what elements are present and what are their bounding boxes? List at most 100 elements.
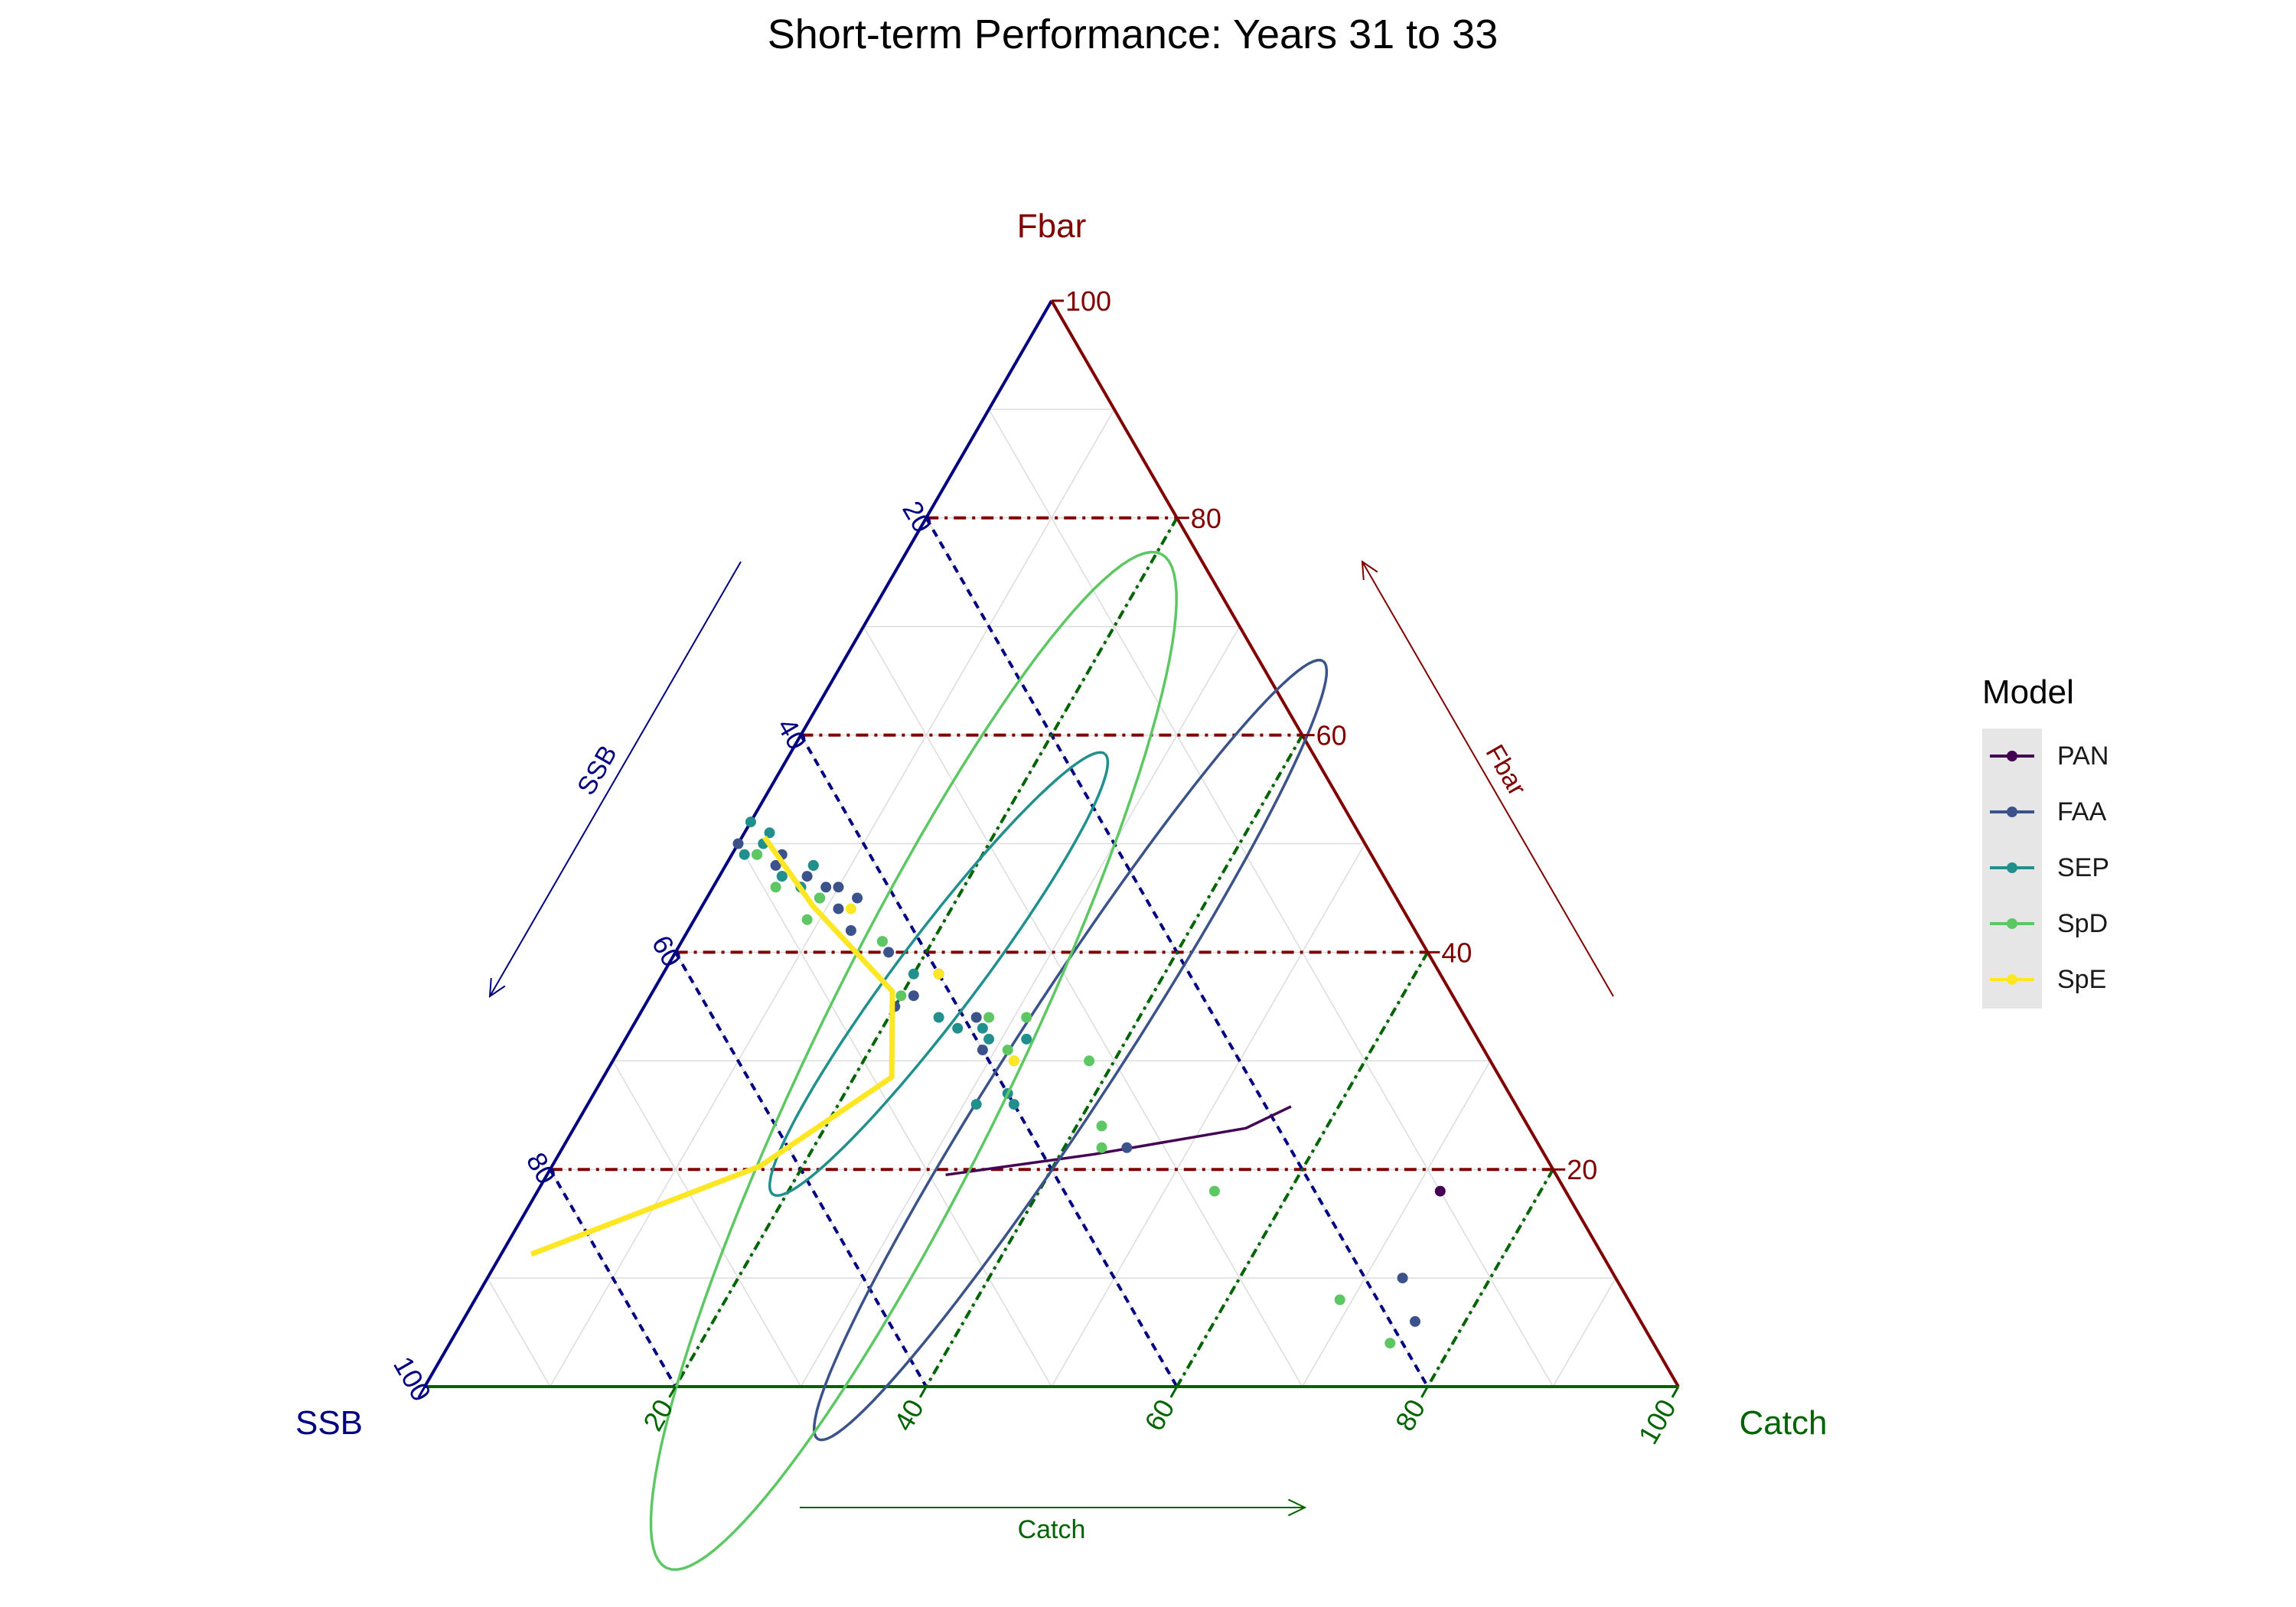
fbar-tick-label: 80: [1191, 503, 1221, 534]
catch-reference-line: [1426, 1169, 1554, 1387]
spe-point: [1008, 1055, 1019, 1067]
catch-tick-label: 100: [1632, 1394, 1682, 1450]
legend-label: SEP: [2057, 853, 2110, 882]
faa-point: [801, 871, 813, 882]
spd-point: [983, 1012, 995, 1023]
faa-point: [1121, 1142, 1133, 1153]
sep-point: [952, 1022, 964, 1034]
fbar-tick-label: 20: [1567, 1154, 1597, 1185]
spd-point: [895, 990, 907, 1002]
pan-trend-line: [945, 1105, 1292, 1177]
minor-grid: [487, 409, 1616, 1387]
spd-point: [1384, 1338, 1396, 1349]
sep-point: [807, 859, 819, 871]
legend-label: SpE: [2057, 965, 2107, 994]
sep-point: [776, 871, 788, 882]
catch-reference-line: [1176, 951, 1430, 1387]
data-layer: [530, 550, 1446, 1571]
sep-point: [970, 1099, 982, 1110]
catch-direction-arrow-head: [1287, 1498, 1307, 1517]
catch-reference-line: [925, 734, 1304, 1387]
pan-point: [1434, 1185, 1446, 1197]
sep-point: [1008, 1099, 1019, 1110]
faa-point: [852, 892, 863, 904]
grid-line: [863, 626, 1303, 1387]
grid-line: [1552, 1277, 1616, 1387]
fbar-direction-arrow-head: [1361, 560, 1378, 581]
fbar-arrow-label: Fbar: [1480, 740, 1532, 801]
chart-title: Short-term Performance: Years 31 to 33: [767, 11, 1499, 57]
faa-point: [1397, 1273, 1408, 1284]
catch-tick: [1671, 1386, 1680, 1398]
faa-point: [883, 947, 895, 958]
catch-reference-line: [673, 517, 1179, 1387]
catch-tick-label: 80: [1389, 1394, 1432, 1436]
grid-line: [612, 1060, 802, 1387]
faa-point: [845, 925, 856, 936]
catch-tick: [1169, 1386, 1179, 1398]
spe-point: [845, 903, 856, 914]
sep-point: [739, 849, 750, 860]
fbar-tick-label: 60: [1316, 720, 1347, 751]
catch-tick-label: 40: [888, 1394, 931, 1436]
sep-point: [908, 968, 919, 980]
sep-point: [764, 827, 775, 839]
grid-line: [800, 626, 1241, 1387]
faa-point: [1410, 1315, 1420, 1327]
catch-tick-label: 60: [1138, 1394, 1181, 1436]
catch-arrow-label: Catch: [1018, 1515, 1086, 1544]
faa-point: [770, 859, 781, 871]
faa-point: [833, 903, 844, 914]
legend-item-pan: PAN: [1982, 729, 2158, 784]
legend-item-faa: FAA: [1982, 784, 2158, 839]
spd-point: [1096, 1142, 1107, 1153]
fbar-direction-arrow: [1362, 561, 1614, 997]
grid-line: [1051, 843, 1366, 1387]
ssb-direction-arrow: [489, 561, 742, 997]
spd-point: [876, 936, 888, 947]
fbar-axis-title: Fbar: [1017, 207, 1086, 245]
legend-title: Model: [1982, 673, 2074, 711]
faa-point: [820, 882, 832, 893]
legend-key-spd: [1990, 918, 2034, 929]
catch-tick: [668, 1386, 677, 1398]
catch-tick: [918, 1386, 928, 1398]
legend-key-pan: [1990, 751, 2034, 761]
legend-label: SpD: [2057, 909, 2108, 938]
legend-label: FAA: [2057, 797, 2107, 826]
spd-point: [1002, 1045, 1013, 1056]
catch-axis-title: Catch: [1740, 1404, 1828, 1442]
sep-point: [977, 1022, 988, 1034]
grid-line: [737, 843, 1052, 1387]
faa-point: [908, 990, 919, 1002]
sep-point: [933, 1012, 944, 1023]
ssb-tick: [417, 1386, 426, 1398]
fbar-axis-line: [1050, 300, 1680, 1387]
ssb-tick-label: 100: [387, 1351, 438, 1407]
spd-point: [1334, 1294, 1345, 1305]
faa-point: [833, 882, 844, 893]
ssb-tick: [794, 734, 802, 747]
legend-key-spe: [1990, 974, 2034, 985]
reference-lines: [549, 516, 1554, 1387]
grid-line: [550, 409, 1115, 1387]
legend-label: PAN: [2057, 742, 2109, 771]
legend: Model PAN FAA SEP SpD SpE: [1982, 673, 2158, 1009]
catch-tick: [1420, 1386, 1429, 1398]
ssb-tick: [543, 1169, 552, 1181]
spd-confidence-ellipse: [649, 550, 1178, 1571]
spd-point: [770, 882, 781, 893]
sep-point: [745, 817, 756, 828]
spe-point: [933, 968, 944, 980]
grid-line: [988, 409, 1554, 1387]
legend-key-sep: [1990, 862, 2034, 873]
ssb-axis-title: SSB: [295, 1404, 363, 1442]
fbar-tick-label: 40: [1441, 937, 1472, 968]
ssb-tick: [918, 517, 928, 530]
legend-key-faa: [1990, 807, 2034, 817]
spd-point: [1084, 1055, 1095, 1067]
ssb-tick: [668, 951, 677, 964]
faa-confidence-ellipse: [812, 658, 1329, 1442]
spd-point: [1208, 1185, 1220, 1197]
